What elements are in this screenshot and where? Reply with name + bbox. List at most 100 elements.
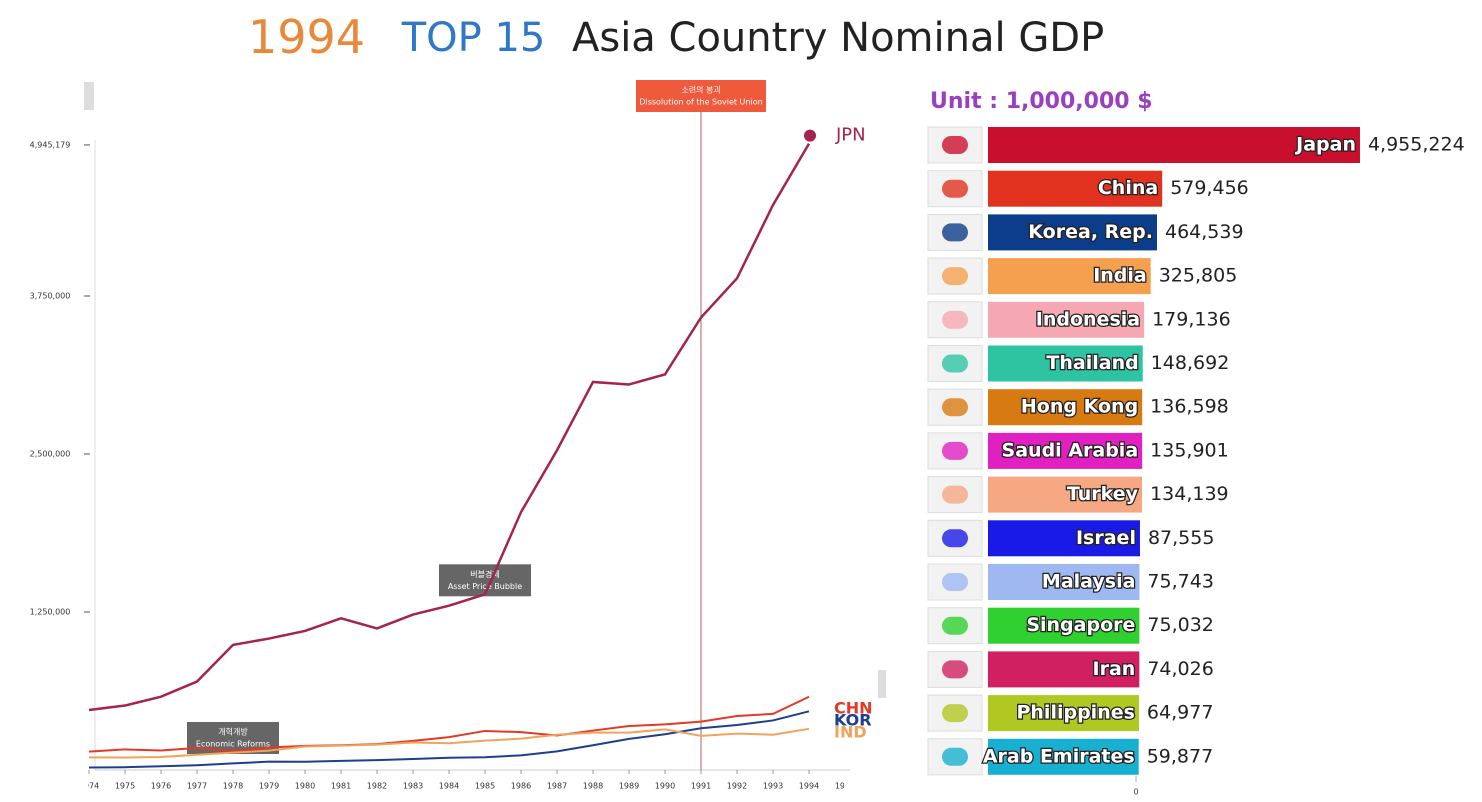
x-tick-label: 1981 — [331, 782, 351, 791]
bar — [988, 607, 1140, 644]
bar — [988, 214, 1157, 251]
x-tick-label: 1986 — [511, 782, 531, 791]
bar-label: Arab Emirates — [983, 745, 1135, 767]
bar-label: Hong Kong — [1021, 396, 1138, 418]
value-label: 74,026 — [1147, 658, 1213, 680]
bar-label: Japan — [1294, 134, 1356, 156]
flag-mark — [942, 223, 968, 242]
bar — [988, 695, 1139, 732]
x-tick-label: 1991 — [691, 782, 711, 791]
x-tick-label: 1978 — [223, 782, 243, 791]
line — [88, 710, 810, 769]
series-label: IND — [834, 723, 867, 742]
annotation-sublabel: Economic Reforms — [196, 740, 270, 749]
title-top: TOP 15 — [401, 15, 546, 61]
line — [88, 695, 810, 753]
flag-mark — [942, 529, 968, 548]
value-label: 148,692 — [1151, 352, 1230, 374]
value-label: 135,901 — [1150, 439, 1229, 461]
x-tick-label: 1977 — [187, 782, 207, 791]
bar — [988, 651, 1140, 688]
bar — [988, 127, 1360, 163]
bar — [988, 432, 1143, 469]
annotation-label: 개혁개방 — [218, 727, 248, 737]
flag — [927, 650, 983, 688]
value-label: 64,977 — [1147, 702, 1213, 724]
series-label: JPN — [835, 125, 866, 146]
bar-label: Indonesia — [1036, 308, 1140, 330]
flag-mark — [942, 267, 968, 286]
flag-mark — [942, 398, 968, 417]
value-label: 464,539 — [1165, 221, 1244, 243]
x-tick-label: 1988 — [583, 782, 603, 791]
annotation-sublabel: Dissolution of the Soviet Union — [639, 98, 762, 107]
bar-label: India — [1093, 265, 1147, 287]
bar — [988, 301, 1145, 338]
flag-mark — [942, 616, 968, 635]
flag-mark — [942, 660, 968, 679]
flag-mark — [942, 310, 968, 329]
x-tick-label: 1985 — [475, 782, 495, 791]
x-tick-label: 1993 — [763, 782, 783, 791]
flag-mark — [942, 747, 968, 766]
x-tick-label: 0 — [1133, 788, 1138, 797]
value-label: 75,743 — [1147, 571, 1213, 593]
title-text: Asia Country Nominal GDP — [572, 15, 1104, 61]
title-year: 1994 — [248, 10, 365, 64]
flag-mark — [942, 704, 968, 723]
y-tick-label: 1,250,000 — [30, 608, 71, 617]
bar-label: Saudi Arabia — [1002, 439, 1139, 461]
flag-mark — [942, 573, 968, 591]
bar-label: Thailand — [1046, 352, 1138, 374]
x-tick-label: 1979 — [259, 782, 279, 791]
x-tick-label: 1992 — [727, 782, 747, 791]
bar — [988, 476, 1143, 513]
flag-mark — [942, 485, 968, 504]
flag-mark — [942, 441, 968, 460]
y-tick-label: 4,945,179 — [30, 140, 71, 149]
annotation-sublabel: Asset Price Bubble — [448, 582, 522, 591]
annotation-box — [636, 80, 766, 112]
value-label: 136,598 — [1150, 396, 1229, 418]
bar-label: China — [1098, 177, 1158, 199]
bar — [988, 170, 1163, 207]
bar-label: Israel — [1076, 527, 1136, 549]
bar-label: Turkey — [1067, 483, 1139, 505]
bar — [988, 738, 1139, 775]
bar-label: Korea, Rep. — [1028, 221, 1153, 243]
y-tick-label: 3,750,000 — [30, 292, 71, 301]
bar — [988, 564, 1140, 600]
value-label: 179,136 — [1152, 308, 1231, 330]
x-tick-label: 1983 — [403, 782, 423, 791]
series-label: KOR — [834, 711, 872, 730]
bar-label: Iran — [1093, 658, 1136, 680]
value-label: 75,032 — [1147, 614, 1213, 636]
value-label: 134,139 — [1150, 483, 1229, 505]
value-label: 59,877 — [1147, 745, 1213, 767]
flag-mark — [942, 179, 968, 198]
annotation-box — [439, 564, 531, 597]
x-tick-label: 1994 — [799, 782, 819, 791]
x-tick-label: 1975 — [115, 782, 135, 791]
x-tick-label: 1976 — [151, 782, 171, 791]
x-tick-label: 1974 — [79, 782, 99, 791]
decoration — [84, 82, 94, 110]
flag-mark — [942, 136, 968, 154]
value-label: 325,805 — [1159, 265, 1238, 287]
value-label: 579,456 — [1170, 177, 1249, 199]
title: 1994 TOP 15 Asia Country Nominal GDP — [248, 10, 1104, 64]
bar — [988, 258, 1151, 295]
bar-label: Philippines — [1016, 702, 1134, 724]
value-label: 87,555 — [1148, 527, 1214, 549]
end-marker — [804, 129, 816, 142]
decoration — [878, 670, 886, 698]
x-tick-label: 1980 — [295, 782, 315, 791]
line — [88, 143, 811, 712]
x-tick-label: 1995 — [835, 782, 855, 791]
bar-label: Malaysia — [1042, 571, 1136, 593]
annotation-label: 버블경제 — [470, 569, 499, 579]
flag-mark — [942, 354, 968, 373]
flag — [927, 563, 983, 601]
x-tick-label: 1987 — [547, 782, 567, 791]
